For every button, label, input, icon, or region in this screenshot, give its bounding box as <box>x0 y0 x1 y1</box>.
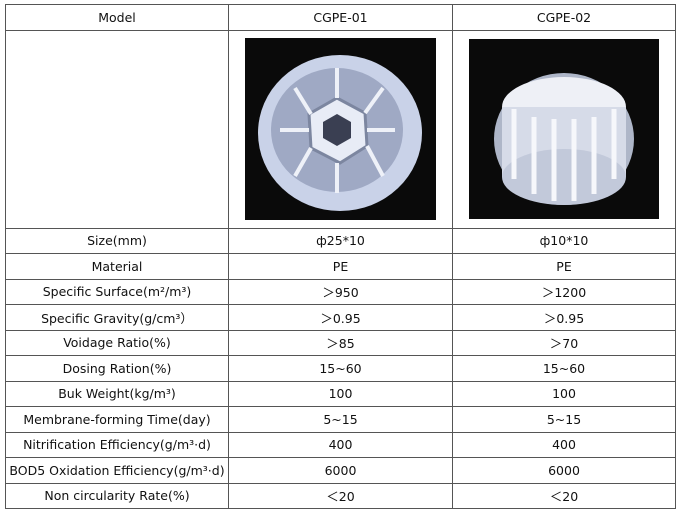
spec-value: ＞85 <box>228 329 453 356</box>
spec-value: ＞950 <box>228 278 453 305</box>
spec-row: Size(mm) ф25*10 ф10*10 <box>5 227 676 254</box>
spec-row: Buk Weight(kg/m³) 100 100 <box>5 380 676 407</box>
spec-row: Nitrification Efficiency(g/m³·d) 400 400 <box>5 431 676 458</box>
spec-value: ＞1200 <box>452 278 676 305</box>
spec-value: 400 <box>452 431 676 458</box>
row-label: Nitrification Efficiency(g/m³·d) <box>5 431 229 458</box>
spec-row: Membrane-forming Time(day) 5~15 5~15 <box>5 406 676 433</box>
spec-value: 15~60 <box>228 355 453 382</box>
row-label: Specific Surface(m²/m³) <box>5 278 229 305</box>
spec-table: Model CGPE-01 CGPE-02 <box>5 4 676 509</box>
spec-value: ф25*10 <box>228 227 453 254</box>
product-image <box>469 39 659 219</box>
spec-value: ＜20 <box>452 482 676 509</box>
row-label: BOD5 Oxidation Efficiency(g/m³·d) <box>5 457 229 484</box>
header-cell: Model <box>5 4 229 31</box>
spec-value: 15~60 <box>452 355 676 382</box>
row-label: Specific Gravity(g/cm³） <box>5 304 229 331</box>
image-row <box>5 29 676 229</box>
spec-value: ＞70 <box>452 329 676 356</box>
row-label: Buk Weight(kg/m³) <box>5 380 229 407</box>
spec-row: Voidage Ratio(%) ＞85 ＞70 <box>5 329 676 356</box>
header-cell: CGPE-02 <box>452 4 676 31</box>
spec-value: ＞0.95 <box>452 304 676 331</box>
spec-value: 100 <box>228 380 453 407</box>
spec-row: Non circularity Rate(%) ＜20 ＜20 <box>5 482 676 509</box>
table-body: Model CGPE-01 CGPE-02 <box>5 4 676 509</box>
spec-value: 5~15 <box>452 406 676 433</box>
image-cell <box>228 29 453 229</box>
spec-row: BOD5 Oxidation Efficiency(g/m³·d) 6000 600… <box>5 457 676 484</box>
row-label: Voidage Ratio(%) <box>5 329 229 356</box>
row-label: Material <box>5 253 229 280</box>
spec-value: PE <box>452 253 676 280</box>
spec-value: 400 <box>228 431 453 458</box>
header-cell: CGPE-01 <box>228 4 453 31</box>
spec-value: PE <box>228 253 453 280</box>
spec-value: ф10*10 <box>452 227 676 254</box>
spec-value: ＞0.95 <box>228 304 453 331</box>
header-row: Model CGPE-01 CGPE-02 <box>5 4 676 31</box>
spec-value: 6000 <box>452 457 676 484</box>
row-label: Dosing Ration(%) <box>5 355 229 382</box>
spec-value: 6000 <box>228 457 453 484</box>
spec-value: 5~15 <box>228 406 453 433</box>
spec-value: 100 <box>452 380 676 407</box>
row-label: Membrane-forming Time(day) <box>5 406 229 433</box>
row-label: Size(mm) <box>5 227 229 254</box>
image-cell <box>452 29 676 229</box>
empty-cell <box>5 29 229 229</box>
row-label: Non circularity Rate(%) <box>5 482 229 509</box>
product-image <box>245 38 436 220</box>
spec-row: Specific Surface(m²/m³) ＞950 ＞1200 <box>5 278 676 305</box>
spec-row: Specific Gravity(g/cm³） ＞0.95 ＞0.95 <box>5 304 676 331</box>
spec-row: Dosing Ration(%) 15~60 15~60 <box>5 355 676 382</box>
spec-row: Material PE PE <box>5 253 676 280</box>
spec-value: ＜20 <box>228 482 453 509</box>
